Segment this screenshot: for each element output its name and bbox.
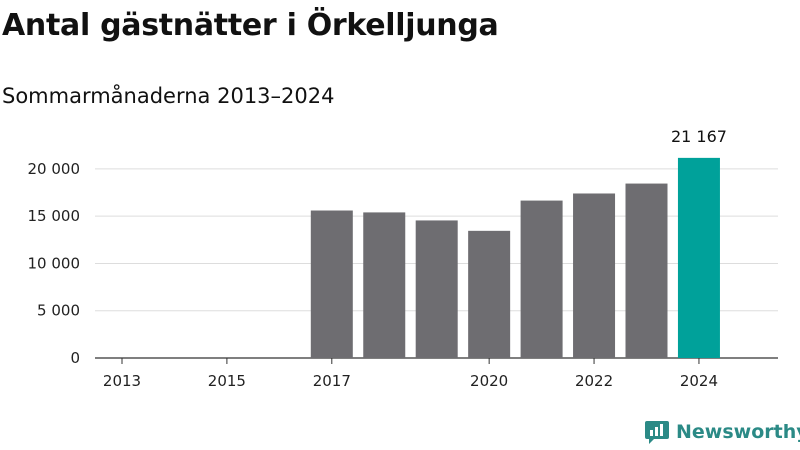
y-tick-label: 10 000 — [28, 254, 81, 272]
newsworthy-logo: Newsworthy — [644, 419, 800, 445]
x-tick-label: 2020 — [470, 372, 508, 390]
bar-chart-speech-icon — [645, 421, 669, 444]
x-tick-label: 2024 — [680, 372, 718, 390]
y-tick-label: 5 000 — [37, 302, 80, 320]
x-tick-label: 2013 — [103, 372, 141, 390]
bar-2022 — [573, 193, 616, 358]
bar-2017 — [310, 210, 353, 358]
y-tick-label: 15 000 — [28, 207, 81, 225]
bar-2019 — [415, 220, 458, 358]
data-labels: 21 167 — [671, 127, 727, 146]
y-tick-label: 0 — [70, 349, 80, 367]
bar-2024 — [677, 157, 720, 358]
bars — [310, 157, 720, 358]
x-axis-ticks: 2013 2015 2017 2020 2022 2024 — [103, 358, 718, 390]
bar-2023 — [625, 183, 668, 358]
bar-2018 — [363, 212, 406, 358]
y-tick-label: 20 000 — [28, 160, 81, 178]
bar-2020 — [468, 230, 511, 358]
chart-title: Antal gästnätter i Örkelljunga — [2, 8, 499, 43]
x-tick-label: 2015 — [208, 372, 246, 390]
brand-name: Newsworthy — [676, 421, 800, 443]
y-axis-ticks: 0 5 000 10 000 15 000 20 000 — [28, 160, 81, 367]
x-tick-label: 2017 — [313, 372, 351, 390]
bar-2021 — [520, 200, 563, 358]
x-tick-label: 2022 — [575, 372, 613, 390]
chart-subtitle: Sommarmånaderna 2013–2024 — [2, 84, 335, 108]
data-label-2024: 21 167 — [671, 127, 727, 146]
